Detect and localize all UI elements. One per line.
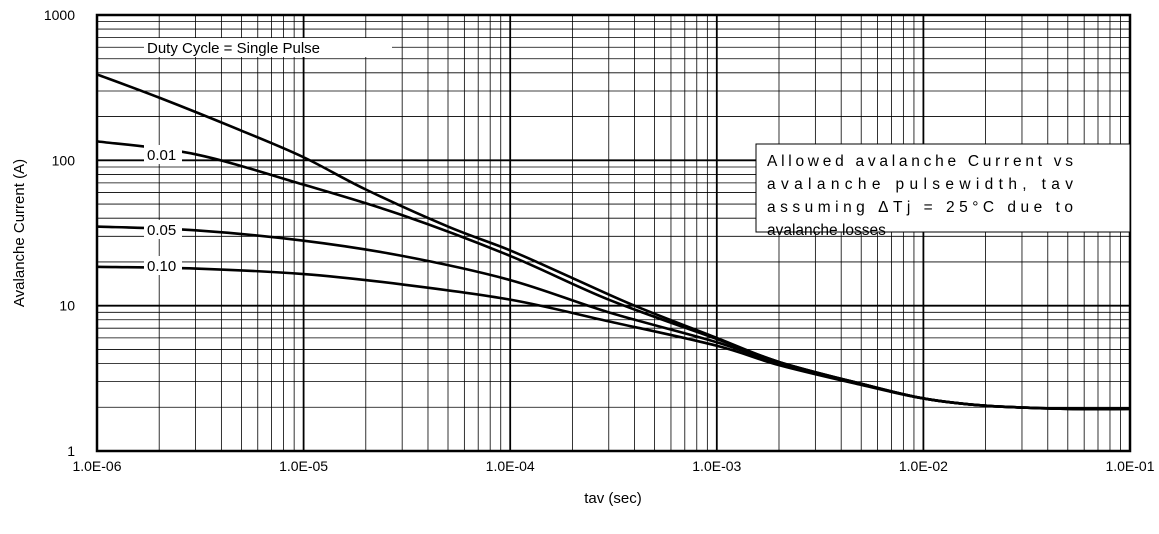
x-tick-label: 1.0E-02 — [899, 458, 948, 474]
y-axis-title: Avalanche Current (A) — [11, 159, 28, 307]
x-tick-label: 1.0E-01 — [1105, 458, 1154, 474]
series-label-single-pulse: Duty Cycle = Single Pulse — [147, 40, 320, 57]
series-label-0-05-background — [144, 220, 182, 239]
series-label-0-01: 0.01 — [147, 147, 176, 164]
x-axis-tick-labels: 1.0E-06 1.0E-05 1.0E-04 1.0E-03 1.0E-02 1.0E-… — [72, 458, 1154, 474]
annotation-box: Allowed avalanche Current vs avalanche p… — [755, 143, 1131, 239]
x-tick-label: 1.0E-05 — [279, 458, 328, 474]
y-tick-label: 1 — [67, 443, 75, 459]
series-line-0-10 — [96, 265, 1131, 411]
series-label-0-05: 0.05 — [147, 222, 176, 239]
series-label-0-10: 0.10 — [147, 258, 176, 275]
series-label-single-pulse-background — [144, 38, 392, 57]
series-line-single-pulse — [96, 73, 1131, 411]
x-tick-label: 1.0E-04 — [486, 458, 535, 474]
series-labels: Duty Cycle = Single Pulse 0.01 0.05 0.10 — [144, 38, 392, 275]
x-axis-title: tav (sec) — [584, 490, 642, 507]
y-axis-tick-labels: 1 10 100 1000 — [44, 7, 75, 459]
y-tick-label: 100 — [52, 152, 76, 168]
x-tick-label: 1.0E-06 — [72, 458, 121, 474]
series-label-0-10-background — [144, 256, 182, 275]
annotation-line-4: avalanche losses — [767, 222, 886, 239]
series-lines — [96, 73, 1131, 411]
x-tick-label: 1.0E-03 — [692, 458, 741, 474]
grid-lines — [97, 15, 1130, 451]
y-tick-label: 10 — [59, 298, 75, 314]
series-label-0-01-background — [144, 145, 182, 164]
y-tick-label: 1000 — [44, 7, 75, 23]
plot-area-frame — [95, 13, 1132, 453]
